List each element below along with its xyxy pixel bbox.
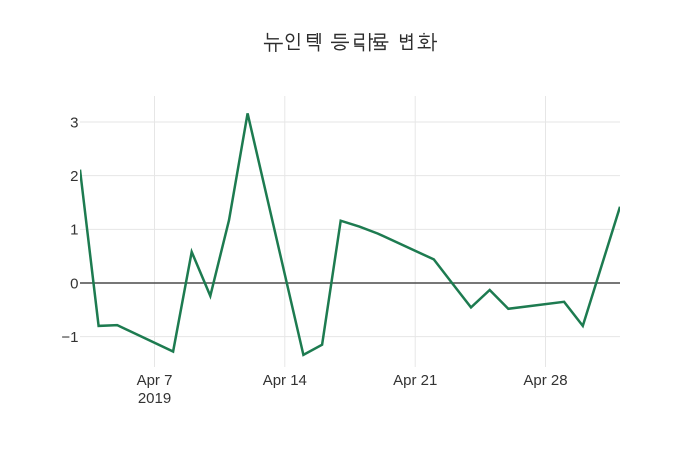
svg-text:3: 3: [70, 114, 78, 131]
svg-text:2019: 2019: [138, 390, 171, 407]
svg-text:−1: −1: [61, 329, 78, 346]
svg-text:1: 1: [70, 222, 78, 239]
svg-text:Apr 14: Apr 14: [263, 372, 307, 389]
svg-text:Apr 21: Apr 21: [393, 372, 437, 389]
svg-text:2: 2: [70, 168, 78, 185]
svg-text:Apr 28: Apr 28: [523, 372, 567, 389]
svg-text:Apr 7: Apr 7: [137, 372, 173, 389]
svg-text:0: 0: [70, 275, 78, 292]
